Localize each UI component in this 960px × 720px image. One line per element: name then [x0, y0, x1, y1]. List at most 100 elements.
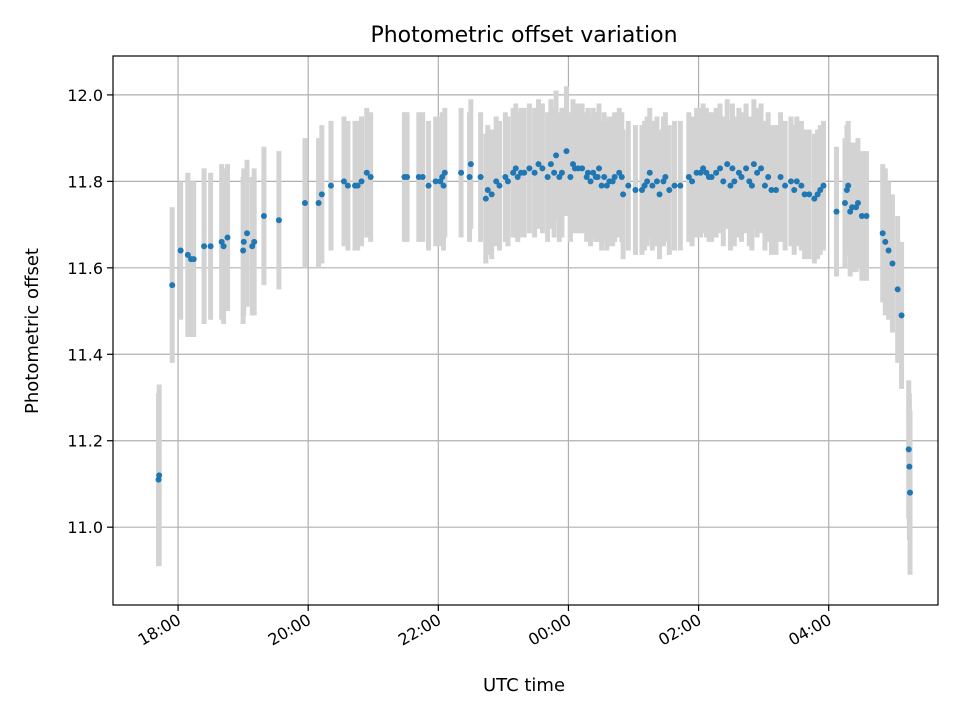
- data-point: [731, 178, 738, 185]
- data-point: [646, 169, 653, 176]
- data-point: [616, 169, 623, 176]
- data-point: [656, 191, 663, 198]
- data-point: [363, 169, 370, 176]
- data-point: [894, 286, 901, 293]
- data-point: [240, 247, 247, 254]
- data-point: [841, 199, 848, 206]
- data-point: [791, 187, 798, 194]
- data-point: [898, 312, 905, 319]
- data-point: [521, 169, 528, 176]
- y-axis-label: Photometric offset: [22, 248, 43, 414]
- data-point: [806, 191, 813, 198]
- data-point: [811, 195, 818, 202]
- data-point: [632, 187, 639, 194]
- data-point: [787, 178, 794, 185]
- data-point: [685, 174, 692, 181]
- data-point: [713, 169, 720, 176]
- data-point: [768, 187, 775, 194]
- data-point: [611, 174, 618, 181]
- data-point: [553, 152, 560, 159]
- data-point: [735, 169, 742, 176]
- data-point: [671, 182, 678, 189]
- data-point: [477, 174, 484, 181]
- data-point: [782, 182, 789, 189]
- data-point: [662, 174, 669, 181]
- data-point: [367, 174, 374, 181]
- data-point: [618, 174, 625, 181]
- data-point: [858, 212, 865, 219]
- data-point: [425, 182, 432, 189]
- data-point: [625, 182, 632, 189]
- data-point: [814, 191, 821, 198]
- data-point: [666, 187, 673, 194]
- data-point: [207, 243, 214, 250]
- data-point: [820, 182, 827, 189]
- data-point: [439, 174, 446, 181]
- data-point: [743, 165, 750, 172]
- data-point: [793, 178, 800, 185]
- data-point: [598, 182, 605, 189]
- data-point: [708, 174, 715, 181]
- data-point: [482, 195, 489, 202]
- data-point: [547, 161, 554, 168]
- y-tick-label: 11.4: [67, 345, 103, 364]
- data-point: [777, 174, 784, 181]
- data-point: [603, 182, 610, 189]
- data-point: [404, 174, 411, 181]
- data-point: [514, 174, 521, 181]
- data-point: [275, 217, 282, 224]
- data-point: [512, 165, 519, 172]
- data-point: [748, 182, 755, 189]
- y-tick-label: 11.6: [67, 259, 103, 278]
- data-point: [190, 256, 197, 263]
- data-point: [724, 161, 731, 168]
- data-point: [535, 161, 542, 168]
- data-point: [906, 463, 913, 470]
- data-point: [551, 169, 558, 176]
- data-point: [156, 472, 163, 479]
- data-point: [689, 178, 696, 185]
- data-point: [440, 182, 447, 189]
- data-point: [177, 247, 184, 254]
- data-point: [596, 165, 603, 172]
- x-axis-label: UTC time: [483, 675, 565, 696]
- y-tick-label: 11.0: [67, 518, 103, 537]
- data-point: [601, 174, 608, 181]
- data-point: [738, 174, 745, 181]
- data-point: [798, 182, 805, 189]
- data-point: [344, 182, 351, 189]
- chart-title: Photometric offset variation: [370, 23, 677, 48]
- data-point: [584, 169, 591, 176]
- data-point: [224, 234, 231, 241]
- data-point: [641, 182, 648, 189]
- data-point: [504, 178, 511, 185]
- data-point: [354, 182, 361, 189]
- data-point: [220, 243, 227, 250]
- data-point: [746, 178, 753, 185]
- data-point: [315, 199, 322, 206]
- data-point: [727, 182, 734, 189]
- data-point: [244, 230, 251, 237]
- data-point: [758, 165, 765, 172]
- data-point: [717, 165, 724, 172]
- data-point: [493, 178, 500, 185]
- data-point: [567, 174, 574, 181]
- data-point: [531, 169, 538, 176]
- data-point: [885, 247, 892, 254]
- data-point: [720, 178, 727, 185]
- data-point: [889, 260, 896, 267]
- data-point: [754, 169, 761, 176]
- data-point: [496, 182, 503, 189]
- plot-frame: [112, 55, 939, 606]
- data-point: [638, 187, 645, 194]
- data-point: [318, 191, 325, 198]
- data-point: [240, 238, 247, 245]
- data-point: [301, 199, 308, 206]
- data-point: [653, 178, 660, 185]
- data-point: [539, 165, 546, 172]
- y-tick-label: 11.8: [67, 172, 103, 191]
- data-point: [556, 174, 563, 181]
- data-point: [502, 174, 509, 181]
- data-point: [558, 169, 565, 176]
- data-point: [201, 243, 208, 250]
